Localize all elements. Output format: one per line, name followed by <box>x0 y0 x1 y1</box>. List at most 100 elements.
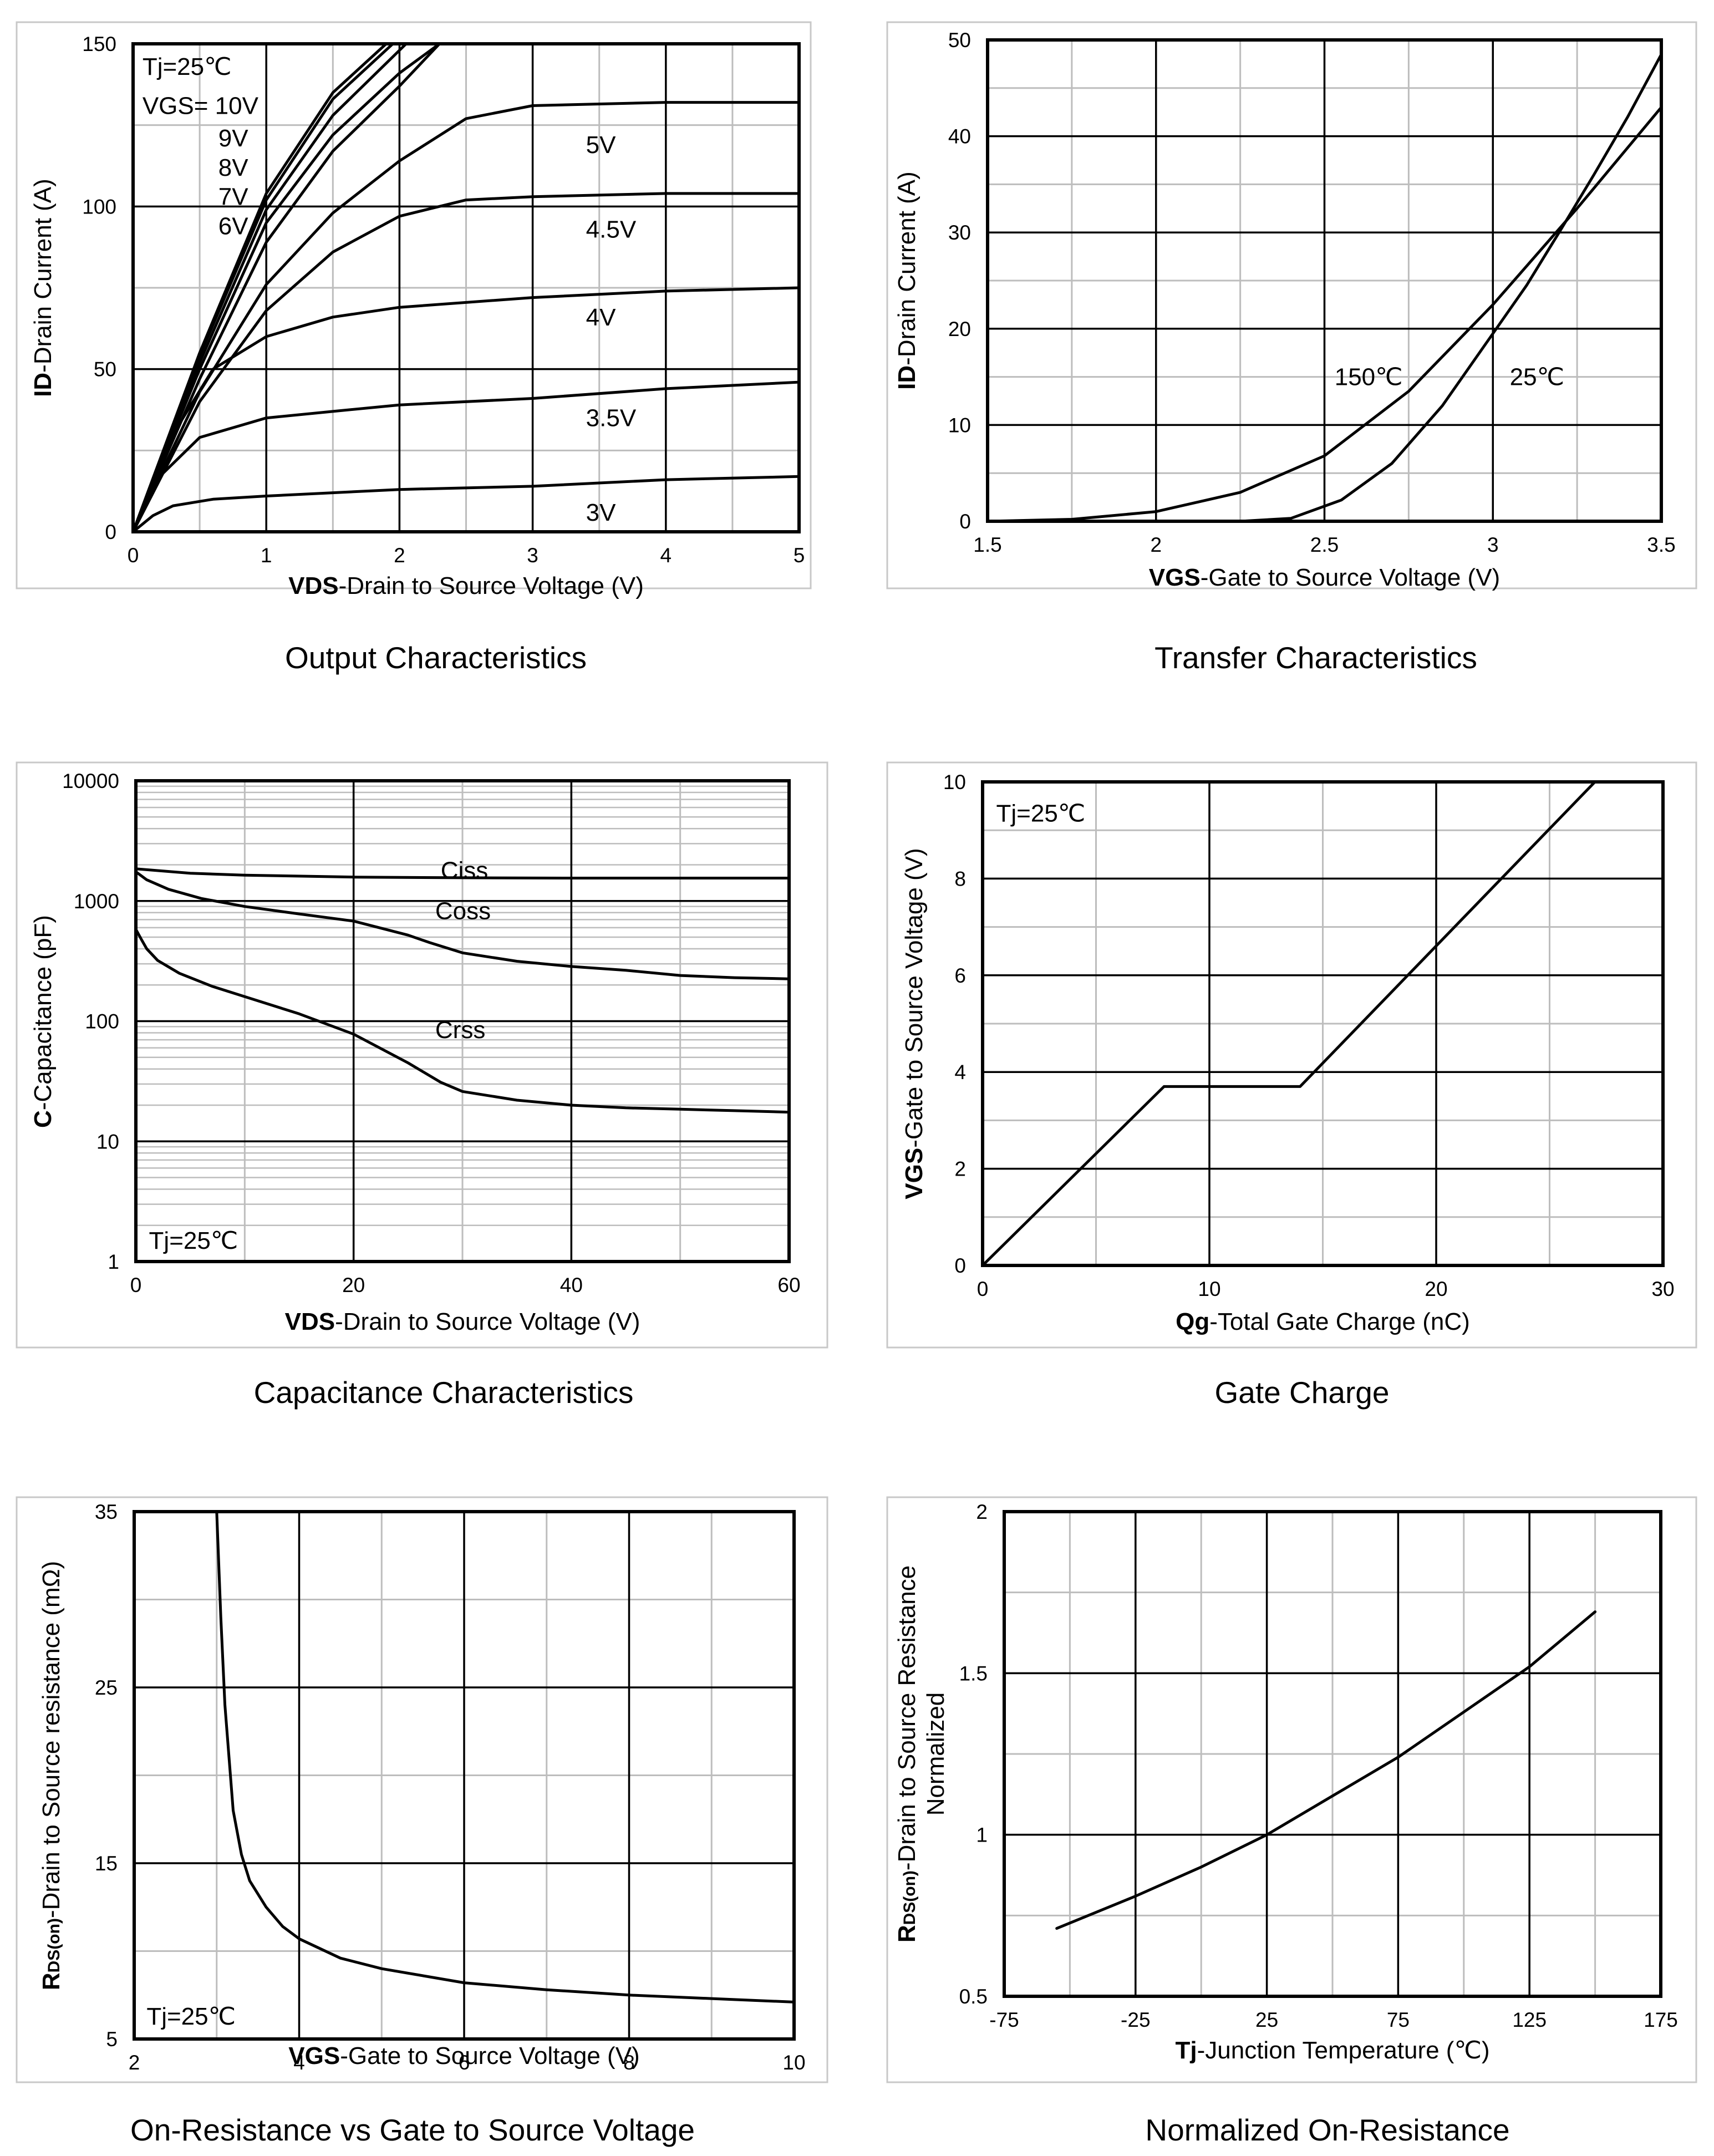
y-tick-label: 0 <box>105 521 116 543</box>
series-line-vgs-4v <box>133 286 799 532</box>
y-tick-label: 35 <box>95 1501 118 1523</box>
x-tick-label: 25 <box>1255 2008 1278 2031</box>
x-tick-label: 0 <box>128 544 139 567</box>
series-line-rds-on- <box>215 1512 794 2004</box>
y-tick-label: 1 <box>976 1824 988 1847</box>
x-tick-label: 30 <box>1651 1278 1674 1300</box>
x-tick-label: 20 <box>342 1274 365 1296</box>
y-axis-label-bold: R <box>38 1972 65 1990</box>
x-tick-label: 10 <box>1198 1278 1220 1300</box>
y-axis-label-bold: C <box>29 1110 57 1128</box>
series-line-normalized-rds-on- <box>1055 1610 1597 1930</box>
chart-annotation: Tj=25℃ <box>143 53 232 80</box>
chart-title: Gate Charge <box>1215 1375 1390 1410</box>
x-axis-label-rest: -Gate to Source Voltage (V) <box>1201 564 1501 591</box>
chart-annotation: VGS= 10V <box>143 92 259 119</box>
y-tick-label: 100 <box>85 1010 119 1033</box>
plot-area-border <box>133 1510 796 2041</box>
series-line-coss <box>136 870 789 980</box>
chart-annotation: Ciss <box>441 857 489 884</box>
series-line-vgs-7v <box>133 44 441 532</box>
y-tick-label: 40 <box>948 125 971 148</box>
series-line-vgs-9v <box>133 44 394 532</box>
y-tick-label: 50 <box>948 29 971 52</box>
y-tick-label: 1.5 <box>959 1662 988 1685</box>
y-tick-label: 8 <box>954 867 966 890</box>
series-line-vgs-8v <box>133 44 408 532</box>
minor-grid <box>983 782 1663 1265</box>
y-tick-label: 6 <box>954 964 966 987</box>
y-axis-label-bold: ID <box>893 365 920 390</box>
y-tick-label: 2 <box>976 1501 988 1523</box>
y-axis-label-group: RDS(on)-Drain to Source resistance (mΩ) <box>38 1561 65 1990</box>
x-axis-label-bold: Tj <box>1175 2037 1197 2064</box>
x-axis-label-rest: -Total Gate Charge (nC) <box>1209 1308 1470 1335</box>
x-axis-label-bold: VGS <box>288 2042 340 2069</box>
x-axis-label: Tj-Junction Temperature (℃) <box>1175 2037 1489 2064</box>
x-axis-label: VGS-Gate to Source Voltage (V) <box>288 2042 639 2069</box>
x-tick-label: 125 <box>1512 2008 1547 2031</box>
x-tick-label: 40 <box>560 1274 583 1296</box>
series-group <box>983 782 1596 1265</box>
chart-title: Capacitance Characteristics <box>254 1375 634 1410</box>
y-tick-label: 150 <box>82 33 116 55</box>
plot-area-border <box>981 780 1665 1267</box>
chart-3: 0 20 40 60 1 10 100 1000 10000 VDS-Drain to Sourc… <box>16 761 828 1410</box>
x-tick-label: 20 <box>1425 1278 1447 1300</box>
chart-frame <box>886 21 1697 589</box>
minor-grid <box>1004 1512 1661 1996</box>
x-axis-label-rest: -Drain to Source Voltage (V) <box>335 1308 640 1335</box>
x-tick-label: 6 <box>459 2051 470 2074</box>
y-tick-label: 1000 <box>74 890 119 913</box>
y-axis-label: C-Capacitance (pF) <box>29 915 57 1128</box>
chart-frame <box>886 1496 1697 2083</box>
y-tick-label: 50 <box>94 358 116 381</box>
series-group <box>133 44 799 532</box>
y-axis-label-rest: -Drain to Source Resistance <box>893 1565 920 1870</box>
chart-4: 0 10 20 30 0 2 4 6 8 10 Qg-Total Gate Charge (nC) V… <box>886 761 1697 1410</box>
series-line-150- <box>988 106 1661 521</box>
chart-annotation: 25℃ <box>1510 364 1564 391</box>
chart-annotation: 4V <box>586 304 616 331</box>
series-line-vgs-3.5v <box>133 380 799 532</box>
x-axis-label-bold: VGS <box>1149 564 1201 591</box>
y-axis-label-sub: DS(on) <box>45 1918 63 1972</box>
y-axis-label-group: RDS(on)-Drain to Source Resistance Normal… <box>893 1565 949 1943</box>
chart-title: On-Resistance vs Gate to Source Voltage <box>130 2113 695 2147</box>
chart-annotation: 6V <box>218 213 248 240</box>
minor-grid <box>133 44 799 532</box>
x-tick-label: 4 <box>660 544 672 567</box>
plot-area-border <box>1003 1510 1662 1998</box>
y-tick-label: 2 <box>954 1158 966 1181</box>
y-axis-label-group: C-Capacitance (pF) <box>29 915 57 1128</box>
y-axis-label-rest: -Drain Current (A) <box>893 171 920 365</box>
x-tick-label: 2 <box>129 2051 140 2074</box>
y-axis-label-rest: -Gate to Source Voltage (V) <box>901 848 928 1148</box>
x-tick-label: -25 <box>1121 2008 1150 2031</box>
series-group <box>988 53 1661 521</box>
x-axis-label: VDS-Drain to Source Voltage (V) <box>288 572 644 599</box>
y-axis-label-rest: -Capacitance (pF) <box>29 915 57 1110</box>
chart-annotation: 3V <box>586 499 616 526</box>
series-group <box>215 1512 794 2004</box>
x-tick-label: 0 <box>977 1278 989 1300</box>
y-axis-label-group: ID-Drain Current (A) <box>29 179 57 397</box>
x-tick-label: 3.5 <box>1647 533 1675 556</box>
x-tick-label: 1 <box>261 544 272 567</box>
y-axis-label: RDS(on)-Drain to Source Resistance <box>893 1565 920 1943</box>
chart-frame <box>16 21 812 589</box>
x-tick-label: 2.5 <box>1310 533 1339 556</box>
chart-annotation: 7V <box>218 184 248 211</box>
y-axis-label-bold: R <box>893 1925 920 1943</box>
y-axis-label-bold: VGS <box>901 1148 928 1199</box>
y-tick-label: 10 <box>948 414 971 436</box>
chart-annotation: 5V <box>586 131 616 159</box>
series-line-vgs-3v <box>133 475 799 532</box>
y-axis-label-bold: ID <box>29 373 57 397</box>
chart-annotation: Crss <box>435 1016 485 1044</box>
chart-annotation: 3.5V <box>586 405 637 432</box>
x-tick-label: 5 <box>794 544 805 567</box>
chart-annotation: 9V <box>218 125 248 152</box>
